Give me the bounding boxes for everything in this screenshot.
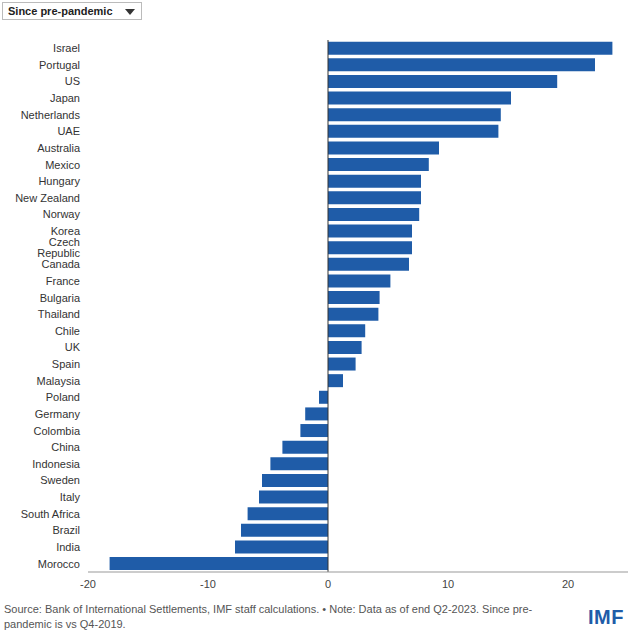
svg-text:Chile: Chile bbox=[55, 325, 80, 337]
svg-text:South Africa: South Africa bbox=[21, 508, 81, 520]
svg-text:Morocco: Morocco bbox=[38, 558, 80, 570]
svg-text:Hungary: Hungary bbox=[38, 175, 80, 187]
svg-text:Korea: Korea bbox=[50, 225, 80, 238]
svg-text:UAE: UAE bbox=[57, 125, 80, 137]
svg-text:Sweden: Sweden bbox=[40, 474, 80, 486]
svg-text:Netherlands: Netherlands bbox=[21, 109, 81, 121]
svg-text:0: 0 bbox=[325, 578, 331, 590]
svg-text:Colombia: Colombia bbox=[34, 425, 81, 437]
svg-text:US: US bbox=[65, 75, 80, 87]
html-text:Since pre-pandemic: Since pre-pandemic bbox=[8, 5, 113, 17]
svg-text:Italy: Italy bbox=[60, 491, 81, 503]
svg-text:Canada: Canada bbox=[41, 258, 80, 270]
svg-text:Portugal: Portugal bbox=[39, 59, 80, 71]
svg-text:Germany: Germany bbox=[35, 408, 81, 420]
svg-text:CzechRepublic: CzechRepublic bbox=[37, 236, 80, 259]
svg-text:India: India bbox=[56, 541, 81, 553]
svg-text:Brazil: Brazil bbox=[52, 524, 80, 536]
svg-text:UK: UK bbox=[65, 341, 81, 353]
svg-text:Bulgaria: Bulgaria bbox=[40, 292, 81, 304]
html-text:Source: Bank of International: Source: Bank of International Settlement… bbox=[4, 603, 533, 630]
svg-text:-20: -20 bbox=[80, 578, 96, 590]
svg-text:Israel: Israel bbox=[53, 42, 80, 54]
svg-text:-10: -10 bbox=[200, 578, 216, 590]
svg-text:10: 10 bbox=[442, 578, 454, 590]
svg-text:Spain: Spain bbox=[52, 358, 80, 370]
svg-text:China: China bbox=[51, 441, 81, 453]
svg-text:Norway: Norway bbox=[43, 208, 81, 220]
svg-text:Poland: Poland bbox=[46, 391, 80, 403]
svg-text:20: 20 bbox=[562, 578, 574, 590]
svg-text:Mexico: Mexico bbox=[45, 159, 80, 171]
svg-text:Indonesia: Indonesia bbox=[32, 458, 81, 470]
svg-text:New Zealand: New Zealand bbox=[15, 192, 80, 204]
svg-text:Japan: Japan bbox=[50, 92, 80, 104]
svg-text:Australia: Australia bbox=[37, 142, 81, 154]
svg-text:Malaysia: Malaysia bbox=[37, 375, 81, 387]
svg-text:France: France bbox=[46, 275, 80, 287]
html-text:IMF: IMF bbox=[588, 606, 624, 628]
svg-text:Thailand: Thailand bbox=[38, 308, 80, 320]
